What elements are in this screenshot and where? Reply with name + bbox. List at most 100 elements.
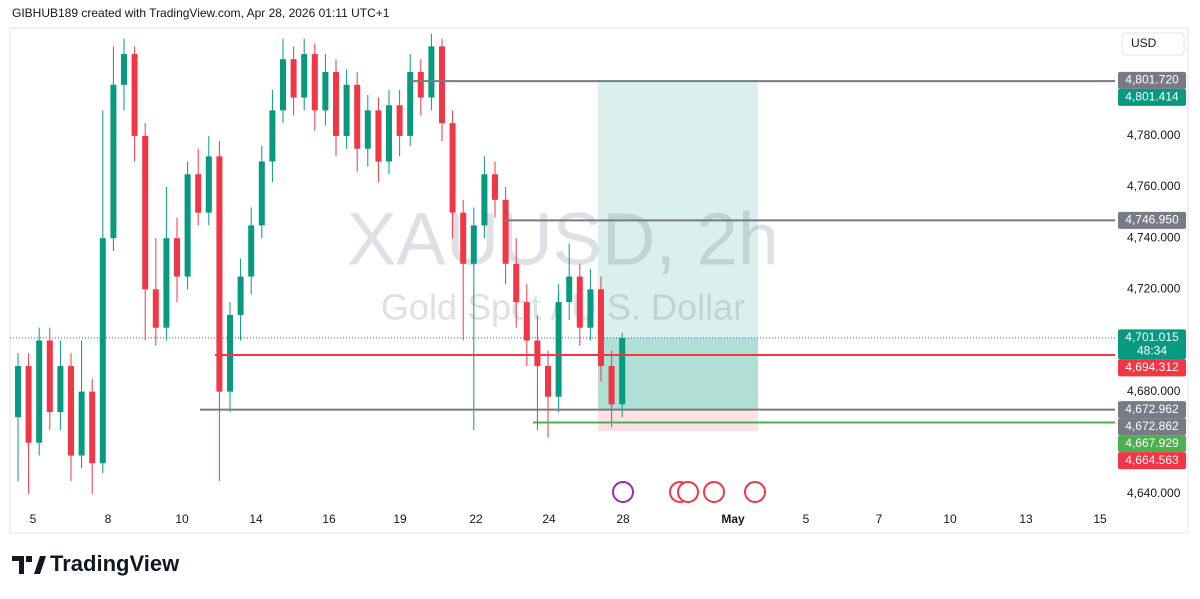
y-tick-label: 4,740.000 (1127, 230, 1181, 244)
candle-body (290, 59, 297, 98)
candle-body (68, 366, 74, 456)
candle-body (322, 71, 329, 111)
candle-body (523, 302, 530, 341)
candle-body (428, 46, 435, 98)
y-tick-label: 4,760.000 (1127, 179, 1181, 193)
x-tick-label: 24 (542, 512, 556, 526)
candle-body (15, 366, 21, 418)
x-tick-label: 7 (876, 512, 883, 526)
x-tick-label: May (721, 512, 745, 526)
candle-body (407, 71, 414, 136)
price-label: 4,672.862 (1125, 419, 1179, 433)
candle-body (110, 84, 117, 239)
currency-button[interactable] (1121, 32, 1185, 56)
candle-body (57, 366, 64, 413)
candle-body (280, 59, 286, 111)
candle-body (375, 110, 382, 162)
candle-body (258, 161, 265, 226)
candle-body (566, 276, 573, 303)
candle-body (237, 276, 244, 315)
y-tick-label: 4,640.000 (1127, 486, 1181, 500)
candle-body (513, 263, 520, 303)
price-label: 4,746.950 (1125, 213, 1179, 227)
candle-body (227, 314, 233, 392)
candle-body (386, 105, 392, 162)
x-tick-label: 15 (1093, 512, 1107, 526)
candle-body (89, 391, 96, 464)
candle-body (417, 71, 424, 98)
price-timer: 48:34 (1137, 344, 1167, 358)
brand: TradingView (50, 551, 180, 576)
candle-body (545, 366, 551, 397)
candle-body (460, 212, 467, 264)
chart-frame (9, 27, 1189, 534)
price-label: 4,801.720 (1125, 73, 1179, 87)
candle-body (184, 174, 191, 277)
candle-body (502, 199, 509, 264)
candle-body (195, 174, 202, 213)
x-tick-label: 16 (322, 512, 336, 526)
candle-body (481, 174, 488, 226)
candle-body (396, 105, 403, 136)
price-label-box (1118, 418, 1186, 436)
candle-body (619, 337, 626, 405)
x-tick-label: 5 (803, 512, 810, 526)
price-label-box (1118, 401, 1186, 419)
candle-body (248, 225, 255, 277)
event-icons (612, 481, 766, 503)
candle-body (608, 366, 615, 405)
candle-body (269, 110, 276, 162)
candle-body (311, 54, 318, 111)
x-tick-label: 8 (105, 512, 112, 526)
candle-body (131, 54, 138, 136)
x-tick-label: 10 (943, 512, 957, 526)
y-tick-label: 4,780.000 (1127, 128, 1181, 142)
x-tick-label: 13 (1019, 512, 1033, 526)
price-label-box (1118, 359, 1186, 377)
candle-body (46, 340, 53, 413)
price-label-box (1118, 435, 1186, 453)
candle-body (598, 289, 604, 367)
watermark-name: Gold Spot / U.S. Dollar (381, 287, 745, 328)
x-tick-label: 22 (469, 512, 483, 526)
candle-body (576, 276, 583, 328)
candle-body (78, 391, 85, 456)
candle-body (25, 366, 32, 443)
stop-zone (598, 409, 758, 432)
x-tick-label: 5 (30, 512, 37, 526)
price-label-box (1118, 71, 1186, 89)
candle-body (343, 84, 350, 136)
price-label-box (1118, 88, 1186, 106)
candle-body (364, 110, 371, 149)
candle-body (205, 156, 212, 213)
candle-body (121, 54, 127, 85)
x-tick-label: 28 (616, 512, 630, 526)
candle-body (534, 340, 541, 367)
candle-body (163, 238, 170, 328)
candle-body (439, 46, 445, 124)
candle-body (36, 340, 43, 443)
brand-logo (12, 556, 46, 574)
price-label: 4,664.563 (1125, 453, 1179, 467)
price-label: 4,801.414 (1125, 90, 1179, 104)
header: GIBHUB189 created with TradingView.com, … (12, 6, 390, 20)
candle-body (333, 71, 339, 136)
candle-body (354, 84, 361, 149)
candle-body (470, 225, 477, 264)
candle-body (174, 238, 180, 277)
currency: USD (1131, 36, 1157, 50)
candle-body (449, 123, 456, 213)
price-label: 4,672.962 (1125, 402, 1179, 416)
candle-body (301, 54, 308, 98)
price-label-box (1118, 211, 1186, 229)
x-tick-label: 10 (175, 512, 189, 526)
price-label: 4,694.312 (1125, 360, 1179, 374)
candle-body (587, 289, 594, 328)
price-label: 4,701.015 (1125, 330, 1179, 344)
price-label: 4,667.929 (1125, 436, 1179, 450)
y-tick-label: 4,720.000 (1127, 282, 1181, 296)
candle-body (142, 135, 149, 290)
candle-body (492, 174, 498, 200)
